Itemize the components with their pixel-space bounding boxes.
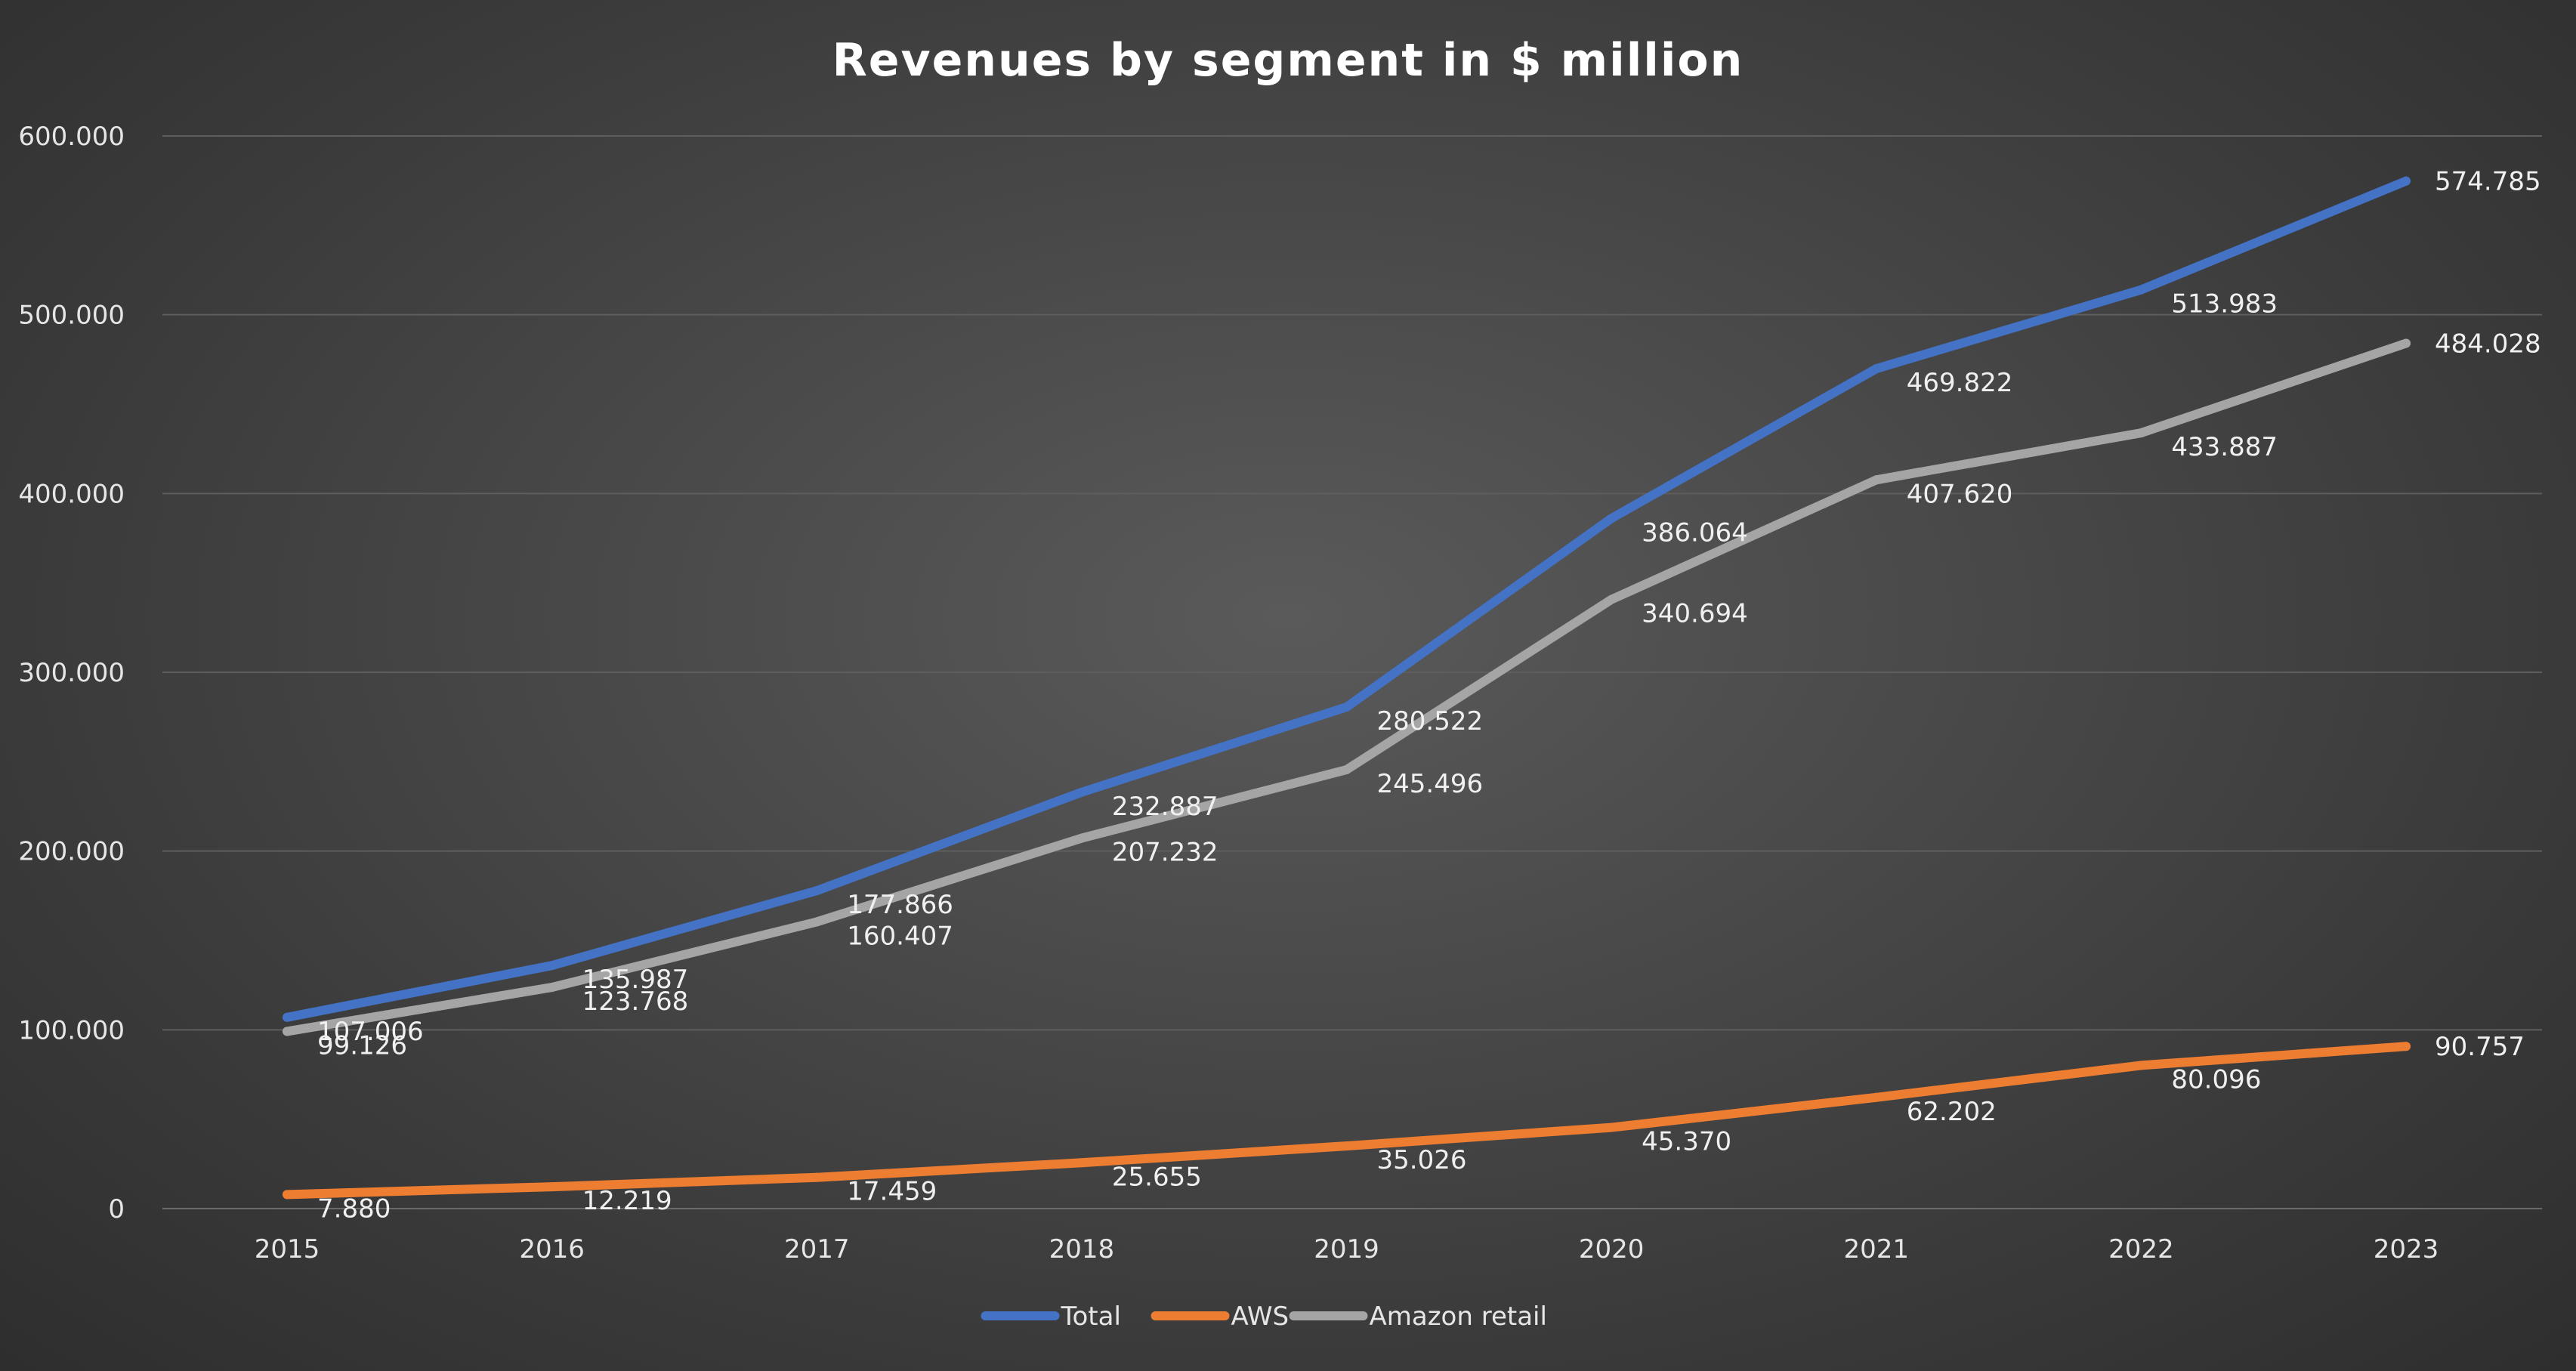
data-label-aws: 35.026 bbox=[1377, 1145, 1467, 1175]
data-label-aws: 80.096 bbox=[2171, 1064, 2261, 1095]
y-axis-ticks: 0 100.000 200.000 300.000 400.000 500.000 600.… bbox=[18, 122, 125, 1224]
y-tick-label: 400.000 bbox=[18, 479, 125, 509]
data-label-total: 386.064 bbox=[1642, 517, 1748, 548]
data-label-amazon-retail: 433.887 bbox=[2171, 432, 2278, 462]
data-label-total: 513.983 bbox=[2171, 289, 2278, 320]
data-label-total: 107.006 bbox=[317, 1017, 424, 1047]
data-point-total bbox=[2401, 176, 2411, 186]
y-tick-label: 600.000 bbox=[18, 122, 125, 152]
legend-label-aws: AWS bbox=[1231, 1302, 1290, 1332]
legend-label-total: Total bbox=[1061, 1302, 1121, 1332]
y-tick-label: 300.000 bbox=[18, 658, 125, 688]
y-tick-label: 200.000 bbox=[18, 837, 125, 867]
x-tick-label: 2019 bbox=[1314, 1234, 1379, 1264]
data-label-amazon-retail: 340.694 bbox=[1642, 599, 1748, 629]
series-line-total bbox=[283, 176, 2411, 1022]
data-point-amazon-retail bbox=[2401, 338, 2411, 348]
legend-label-amazon-retail: Amazon retail bbox=[1370, 1302, 1547, 1332]
data-point-amazon-retail bbox=[1607, 594, 1617, 604]
y-tick-label: 500.000 bbox=[18, 301, 125, 331]
chart-title: Revenues by segment in $ million bbox=[832, 34, 1744, 87]
data-label-total: 177.866 bbox=[847, 890, 953, 920]
data-labels: 107.006 135.987 177.866 232.887 280.522 386.0… bbox=[317, 167, 2541, 1224]
data-point-aws bbox=[812, 1172, 822, 1182]
data-label-aws: 17.459 bbox=[847, 1177, 937, 1207]
data-point-total bbox=[1871, 364, 1881, 374]
data-label-amazon-retail: 123.768 bbox=[582, 987, 689, 1017]
data-label-total: 232.887 bbox=[1112, 792, 1219, 822]
data-point-aws bbox=[1342, 1141, 1351, 1151]
data-point-amazon-retail bbox=[812, 917, 822, 927]
data-point-amazon-retail bbox=[283, 1027, 292, 1036]
data-point-amazon-retail bbox=[1342, 764, 1351, 774]
x-tick-label: 2022 bbox=[2108, 1234, 2174, 1264]
data-point-aws bbox=[2401, 1042, 2411, 1051]
data-point-aws bbox=[1076, 1158, 1086, 1168]
x-tick-label: 2018 bbox=[1049, 1234, 1115, 1264]
data-label-aws: 7.880 bbox=[317, 1193, 391, 1224]
data-point-amazon-retail bbox=[1871, 475, 1881, 485]
data-label-amazon-retail: 160.407 bbox=[847, 921, 953, 951]
series-lines bbox=[283, 176, 2411, 1200]
x-tick-label: 2020 bbox=[1579, 1234, 1645, 1264]
data-point-total bbox=[812, 886, 822, 896]
data-label-amazon-retail: 245.496 bbox=[1377, 769, 1484, 799]
data-point-amazon-retail bbox=[2136, 428, 2146, 438]
data-label-total: 280.522 bbox=[1377, 706, 1484, 736]
data-label-aws: 45.370 bbox=[1642, 1127, 1731, 1157]
y-tick-label: 100.000 bbox=[18, 1015, 125, 1045]
gridlines bbox=[162, 135, 2542, 1209]
legend: Total AWS Amazon retail bbox=[981, 1302, 1547, 1332]
data-label-aws: 62.202 bbox=[1907, 1097, 1997, 1127]
x-tick-label: 2021 bbox=[1843, 1234, 1909, 1264]
data-label-aws: 90.757 bbox=[2435, 1032, 2525, 1062]
data-point-total bbox=[1342, 702, 1351, 712]
data-point-aws bbox=[2136, 1061, 2146, 1070]
y-tick-label: 0 bbox=[108, 1194, 125, 1224]
data-point-aws bbox=[547, 1182, 557, 1192]
x-tick-label: 2017 bbox=[784, 1234, 850, 1264]
data-label-total: 135.987 bbox=[582, 965, 689, 995]
series-line-aws bbox=[283, 1042, 2411, 1200]
data-point-total bbox=[547, 961, 557, 971]
x-tick-label: 2015 bbox=[255, 1234, 320, 1264]
data-point-total bbox=[283, 1012, 292, 1022]
data-point-aws bbox=[1607, 1122, 1617, 1132]
data-point-total bbox=[1076, 787, 1086, 797]
data-label-amazon-retail: 99.126 bbox=[317, 1030, 407, 1061]
x-axis-ticks: 2015 2016 2017 2018 2019 2020 2021 2022 2023 bbox=[255, 1234, 2439, 1264]
data-label-amazon-retail: 484.028 bbox=[2435, 329, 2541, 359]
data-label-aws: 25.655 bbox=[1112, 1162, 1202, 1192]
data-point-aws bbox=[283, 1190, 292, 1200]
data-point-amazon-retail bbox=[1076, 833, 1086, 843]
x-tick-label: 2023 bbox=[2374, 1234, 2439, 1264]
x-tick-label: 2016 bbox=[519, 1234, 585, 1264]
data-point-total bbox=[2136, 285, 2146, 295]
data-label-aws: 12.219 bbox=[582, 1186, 672, 1216]
data-label-amazon-retail: 207.232 bbox=[1112, 838, 1219, 868]
data-label-total: 469.822 bbox=[1907, 368, 2013, 398]
data-point-total bbox=[1607, 514, 1617, 523]
data-point-amazon-retail bbox=[547, 983, 557, 993]
series-line-amazon-retail bbox=[283, 338, 2411, 1036]
data-label-total: 574.785 bbox=[2435, 167, 2541, 197]
data-label-amazon-retail: 407.620 bbox=[1907, 479, 2013, 509]
data-point-aws bbox=[1871, 1092, 1881, 1102]
